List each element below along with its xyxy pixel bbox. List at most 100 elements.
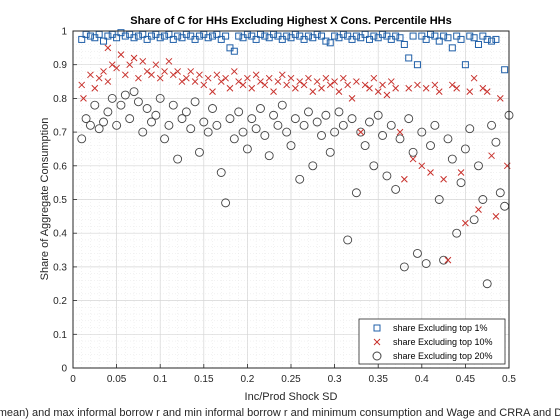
data-point-x	[139, 57, 147, 65]
data-point-x	[466, 88, 474, 96]
data-point-x	[95, 74, 103, 82]
series-x	[78, 44, 511, 264]
data-point-x	[261, 81, 269, 89]
data-point-circle	[421, 259, 431, 268]
y-tick-label: 0.5	[53, 195, 67, 206]
data-point-circle	[430, 120, 440, 130]
data-point-x	[353, 78, 360, 85]
data-point-square	[134, 32, 142, 40]
data-point-circle	[369, 161, 379, 171]
data-point-circle	[386, 120, 396, 130]
data-point-circle	[360, 141, 370, 151]
data-point-square	[304, 32, 312, 40]
data-point-circle	[199, 117, 209, 127]
data-point-circle	[264, 151, 274, 161]
data-point-square	[156, 34, 164, 42]
y-tick-label: 0.1	[53, 330, 67, 341]
data-point-circle	[129, 87, 139, 97]
data-point-square	[195, 32, 203, 40]
data-point-circle	[338, 120, 348, 130]
data-point-square	[326, 39, 334, 47]
data-point-circle	[81, 114, 91, 124]
data-point-square	[331, 32, 339, 40]
data-point-circle	[203, 127, 213, 137]
data-point-x	[217, 78, 225, 85]
data-point-circle	[308, 161, 318, 171]
legend-label-top10: share Excluding top 10%	[393, 337, 493, 347]
data-point-circle	[447, 154, 457, 164]
x-tick-label: 0	[70, 374, 76, 385]
data-point-circle	[417, 127, 427, 137]
data-point-circle	[330, 127, 340, 137]
data-point-square	[413, 61, 421, 69]
data-point-square	[501, 66, 509, 74]
data-point-x	[244, 74, 251, 82]
data-point-x	[335, 88, 343, 96]
data-point-x	[130, 54, 138, 62]
data-point-circle	[133, 97, 143, 107]
data-point-x	[405, 84, 413, 92]
data-point-square	[209, 32, 217, 40]
x-axis-label: Inc/Prod Shock SD	[245, 391, 338, 403]
data-point-x	[226, 84, 234, 92]
data-point-square	[470, 34, 478, 42]
data-point-x	[100, 68, 107, 75]
data-point-x	[401, 175, 408, 183]
data-point-square	[483, 35, 491, 43]
data-point-square	[121, 32, 129, 40]
data-point-x	[121, 71, 129, 79]
data-point-circle	[116, 100, 126, 110]
data-point-square	[204, 34, 212, 42]
data-point-x	[422, 84, 430, 92]
data-point-x	[418, 162, 426, 170]
data-point-x	[174, 68, 181, 75]
legend-marker-circle	[372, 351, 382, 361]
data-point-square	[352, 32, 360, 40]
data-point-x	[187, 68, 195, 75]
data-point-circle	[395, 134, 405, 144]
data-point-x	[292, 84, 299, 92]
data-point-x	[322, 74, 330, 82]
data-point-x	[278, 71, 286, 79]
data-point-x	[313, 78, 321, 85]
legend-marker-x	[373, 338, 381, 346]
data-point-x	[152, 61, 160, 69]
data-point-x	[462, 219, 469, 227]
data-point-x	[475, 206, 482, 213]
data-point-x	[183, 74, 190, 82]
data-point-circle	[216, 168, 226, 177]
data-point-circle	[317, 131, 326, 140]
data-point-square	[78, 35, 86, 43]
data-point-circle	[138, 127, 148, 137]
data-point-x	[492, 212, 500, 220]
data-point-circle	[487, 120, 497, 130]
data-point-circle	[312, 117, 322, 127]
data-point-x	[239, 81, 247, 89]
data-point-circle	[404, 114, 414, 124]
data-point-x	[252, 71, 260, 79]
y-tick-label: 0.9	[53, 60, 67, 71]
data-point-x	[366, 84, 373, 92]
data-point-square	[100, 37, 108, 45]
data-point-x	[379, 81, 386, 89]
data-point-circle	[460, 144, 470, 154]
data-point-circle	[194, 147, 204, 157]
data-point-x	[453, 84, 461, 92]
data-point-square	[444, 34, 452, 42]
data-point-circle	[190, 97, 200, 107]
data-point-x	[387, 78, 395, 85]
data-point-x	[204, 74, 212, 82]
data-point-x	[213, 71, 221, 79]
data-point-x	[87, 71, 94, 79]
series-layer	[77, 29, 514, 289]
data-point-x	[296, 78, 304, 85]
data-point-x	[148, 71, 155, 79]
data-point-square	[318, 32, 326, 40]
legend-box	[358, 318, 506, 365]
data-point-x	[91, 84, 99, 92]
data-point-circle	[273, 120, 283, 130]
data-point-x	[331, 78, 338, 85]
data-point-x	[178, 78, 186, 85]
data-point-x	[78, 81, 86, 89]
